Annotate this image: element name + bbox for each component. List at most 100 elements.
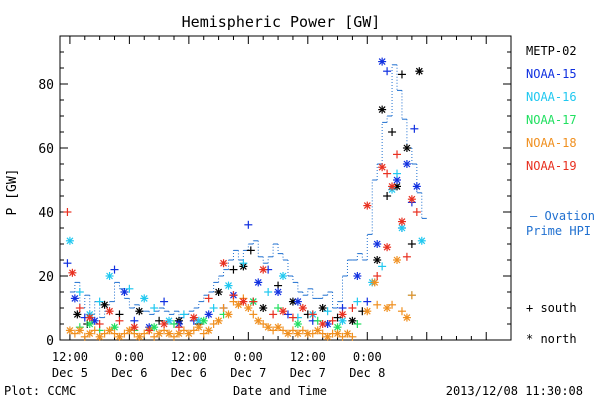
legend-north-marker: * north [526, 332, 577, 346]
marker-stroke [205, 326, 213, 334]
x-tick-date-label: Dec 6 [171, 366, 207, 380]
data-point-noaa-19 [239, 297, 248, 306]
data-point-noaa-19 [388, 182, 397, 191]
data-point-noaa-19 [328, 316, 337, 325]
marker-stroke [289, 298, 297, 306]
data-point-noaa-15 [63, 259, 72, 268]
data-point-noaa-16 [150, 304, 159, 312]
data-point-noaa-17 [150, 323, 159, 332]
data-point-noaa-19 [348, 304, 357, 312]
data-point-noaa-16 [353, 297, 362, 306]
legend-item-noaa-17: NOAA-17 [526, 113, 577, 127]
data-point-noaa-18 [254, 316, 263, 325]
data-point-noaa-15 [373, 240, 382, 248]
data-point-noaa-18 [264, 323, 273, 332]
data-point-noaa-19 [378, 163, 387, 172]
data-point-noaa-16 [393, 169, 402, 178]
data-point-noaa-19 [229, 291, 238, 300]
data-point-noaa-18 [165, 329, 174, 338]
data-point-metp-02 [246, 246, 255, 255]
marker-stroke [195, 317, 203, 325]
data-point-noaa-15 [293, 297, 302, 306]
data-point-noaa-19 [397, 217, 406, 226]
marker-stroke [160, 320, 168, 328]
data-point-noaa-18 [259, 320, 268, 328]
data-point-noaa-19 [402, 252, 411, 261]
y-tick-label: 0 [46, 334, 54, 349]
data-point-noaa-18 [269, 326, 278, 335]
marker-stroke [398, 218, 406, 226]
marker-stroke [264, 323, 272, 331]
marker-stroke [413, 182, 421, 190]
marker-stroke [415, 67, 423, 75]
data-point-noaa-19 [85, 313, 94, 322]
marker-stroke [71, 294, 79, 302]
marker-stroke [244, 304, 252, 312]
marker-stroke [373, 240, 381, 248]
x-axis: 12:00 Dec 5 0:00 Dec 6 12:00 Dec 6 0:00 Dec 7 12… [52, 36, 487, 380]
data-point-noaa-18 [140, 329, 149, 338]
data-point-noaa-16 [224, 281, 233, 290]
marker-stroke [200, 317, 208, 325]
data-point-metp-02 [135, 307, 144, 316]
marker-stroke [86, 330, 94, 338]
x-tick-label: 0:00 [234, 350, 263, 364]
x-tick-label: 12:00 [52, 350, 88, 364]
marker-stroke [294, 330, 302, 338]
data-point-metp-02 [373, 256, 382, 264]
data-point-noaa-19 [373, 272, 382, 280]
data-point-noaa-18 [70, 329, 79, 338]
data-point-metp-02 [383, 192, 392, 200]
data-point-noaa-18 [184, 329, 193, 338]
marker-stroke [353, 272, 361, 280]
marker-stroke [165, 317, 173, 325]
marker-stroke [165, 330, 173, 338]
marker-stroke [393, 182, 401, 190]
x-tick-label: 12:00 [290, 350, 326, 364]
data-point-noaa-19 [393, 150, 402, 159]
data-point-noaa-19 [279, 307, 288, 316]
data-point-noaa-18 [90, 326, 99, 335]
data-point-noaa-18 [155, 329, 164, 338]
data-point-noaa-18 [397, 307, 406, 316]
data-point-metp-02 [402, 144, 411, 152]
data-point-noaa-16 [417, 236, 426, 245]
data-point-noaa-19 [105, 307, 114, 316]
plot-frame [59, 35, 512, 341]
data-point-noaa-17 [313, 316, 322, 325]
marker-stroke [398, 224, 406, 232]
marker-stroke [279, 272, 287, 280]
marker-stroke [91, 317, 99, 325]
y-tick-label: 40 [38, 206, 54, 221]
marker-stroke [125, 326, 133, 334]
data-point-noaa-18 [244, 304, 253, 312]
marker-stroke [101, 301, 109, 309]
marker-stroke [378, 106, 386, 114]
data-point-noaa-19 [130, 323, 139, 332]
marker-stroke [324, 320, 332, 328]
data-point-noaa-18 [125, 326, 134, 335]
data-point-noaa-17 [293, 320, 302, 328]
legend-item-noaa-16: NOAA-16 [526, 90, 577, 104]
data-point-noaa-15 [353, 272, 362, 280]
data-point-noaa-18 [204, 326, 213, 335]
legend-item-noaa-15: NOAA-15 [526, 67, 577, 81]
data-point-noaa-19 [308, 310, 317, 319]
data-point-noaa-18 [110, 329, 119, 338]
data-point-noaa-19 [63, 208, 72, 216]
data-point-metp-02 [407, 240, 416, 248]
data-point-metp-02 [415, 67, 424, 76]
data-point-noaa-18 [383, 304, 392, 312]
data-point-noaa-18 [95, 332, 104, 341]
marker-stroke [259, 266, 267, 274]
data-point-noaa-18 [100, 329, 109, 338]
marker-stroke [284, 330, 292, 338]
data-point-noaa-15 [244, 220, 253, 229]
data-point-noaa-16 [65, 236, 74, 245]
marker-stroke [334, 323, 341, 331]
data-point-noaa-17 [169, 320, 178, 328]
data-point-noaa-15 [383, 67, 392, 76]
data-point-noaa-19 [75, 304, 84, 312]
marker-stroke [319, 304, 327, 312]
marker-stroke [314, 326, 322, 334]
